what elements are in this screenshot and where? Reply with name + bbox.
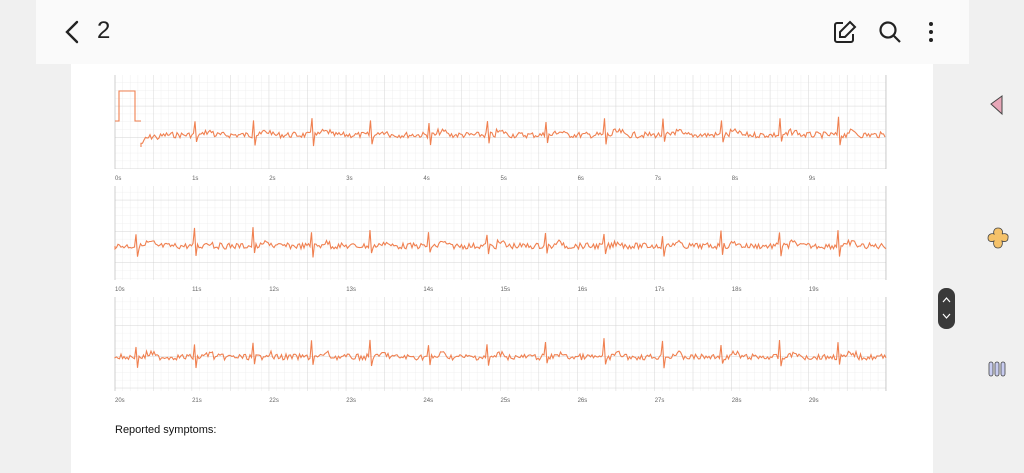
- back-button[interactable]: [65, 20, 79, 44]
- top-bar: [36, 0, 969, 64]
- ecg-trace: [115, 90, 886, 147]
- time-label: 26s: [578, 398, 588, 404]
- time-label: 17s: [655, 287, 665, 293]
- tool-pens[interactable]: [988, 361, 1006, 377]
- search-button[interactable]: [879, 21, 901, 43]
- time-label: 7s: [655, 176, 661, 182]
- more-button[interactable]: [929, 22, 933, 42]
- time-label: 24s: [423, 398, 433, 404]
- time-label: 12s: [269, 287, 279, 293]
- time-label: 3s: [346, 176, 352, 182]
- time-label: 25s: [501, 398, 511, 404]
- tool-pen[interactable]: [990, 95, 1003, 116]
- page-number: 2: [97, 17, 111, 44]
- time-label: 13s: [346, 287, 356, 293]
- time-label: 9s: [809, 176, 815, 182]
- time-label: 14s: [423, 287, 433, 293]
- time-label: 18s: [732, 287, 742, 293]
- time-label: 4s: [423, 176, 429, 182]
- grid-major: [115, 297, 886, 391]
- scroll-handle[interactable]: [938, 288, 955, 329]
- time-label: 8s: [732, 176, 738, 182]
- tool-highlighter[interactable]: [987, 227, 1009, 249]
- time-label: 2s: [269, 176, 275, 182]
- time-label: 21s: [192, 398, 202, 404]
- time-label: 1s: [192, 176, 198, 182]
- time-label: 29s: [809, 398, 819, 404]
- time-label: 23s: [346, 398, 356, 404]
- time-label: 27s: [655, 398, 665, 404]
- time-label: 6s: [578, 176, 584, 182]
- edit-button[interactable]: [834, 20, 857, 43]
- time-label: 28s: [732, 398, 742, 404]
- grid-major: [115, 186, 886, 280]
- time-label: 0s: [115, 176, 121, 182]
- time-label: 15s: [501, 287, 511, 293]
- time-label: 19s: [809, 287, 819, 293]
- grid-major: [115, 75, 886, 169]
- symptoms-label: Reported symptoms:: [115, 424, 217, 436]
- time-label: 16s: [578, 287, 588, 293]
- ecg-trace: [114, 227, 887, 258]
- time-label: 5s: [501, 176, 507, 182]
- time-label: 22s: [269, 398, 279, 404]
- time-label: 10s: [115, 287, 125, 293]
- time-label: 20s: [115, 398, 125, 404]
- ecg-trace: [114, 338, 887, 369]
- time-label: 11s: [192, 287, 201, 293]
